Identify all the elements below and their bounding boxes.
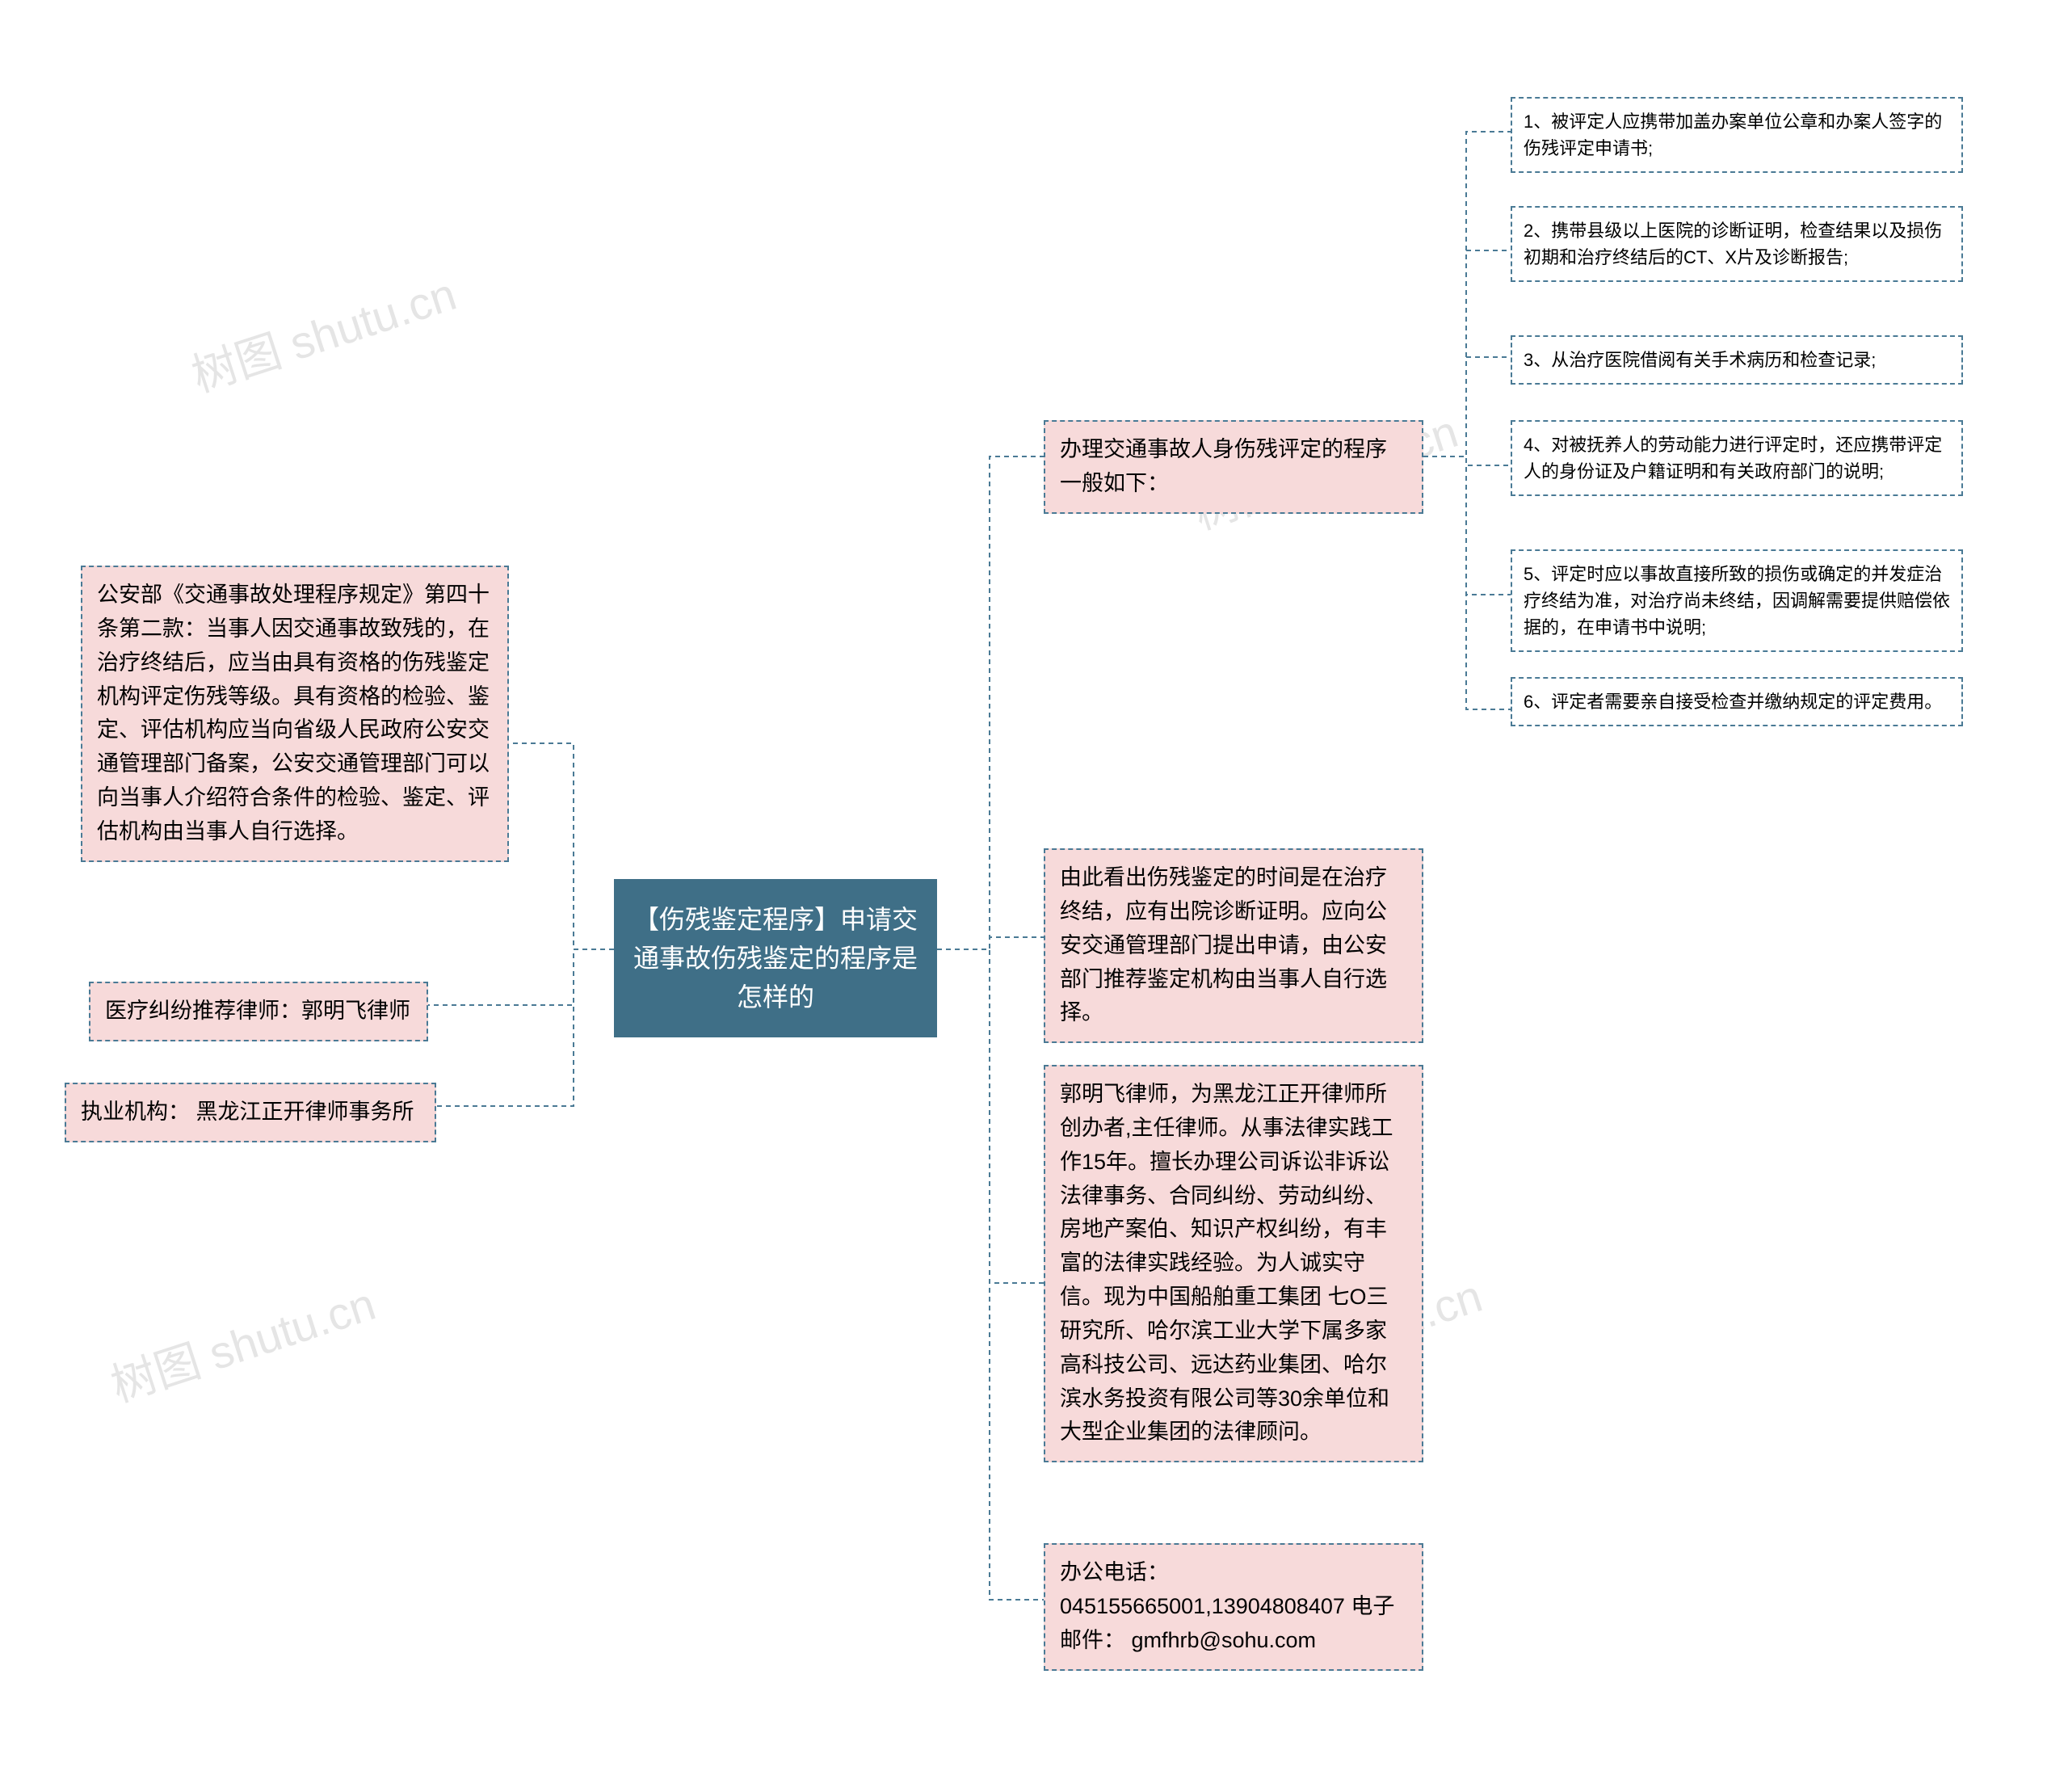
center-node: 【伤残鉴定程序】申请交通事故伤残鉴定的程序是怎样的 [614,879,937,1037]
right-node-procedure: 办理交通事故人身伤残评定的程序一般如下： [1044,420,1423,514]
left-node-regulation: 公安部《交通事故处理程序规定》第四十条第二款：当事人因交通事故致残的，在治疗终结… [81,566,509,862]
left-node-firm: 执业机构： 黑龙江正开律师事务所 [65,1083,436,1142]
watermark: 树图 shutu.cn [102,1268,383,1416]
left-node-lawyer: 医疗纠纷推荐律师：郭明飞律师 [89,982,428,1041]
right-node-contact: 办公电话： 045155665001,13904808407 电子邮件： gmf… [1044,1543,1423,1671]
detail-node-6: 6、评定者需要亲自接受检查并缴纳规定的评定费用。 [1511,677,1963,726]
detail-node-3: 3、从治疗医院借阅有关手术病历和检查记录; [1511,335,1963,385]
watermark: 树图 shutu.cn [183,259,464,406]
right-node-bio: 郭明飞律师，为黑龙江正开律师所创办者,主任律师。从事法律实践工作15年。擅长办理… [1044,1065,1423,1462]
detail-node-5: 5、评定时应以事故直接所致的损伤或确定的并发症治疗终结为准，对治疗尚未终结，因调… [1511,549,1963,652]
detail-node-4: 4、对被抚养人的劳动能力进行评定时，还应携带评定人的身份证及户籍证明和有关政府部… [1511,420,1963,496]
detail-node-1: 1、被评定人应携带加盖办案单位公章和办案人签字的伤残评定申请书; [1511,97,1963,173]
detail-node-2: 2、携带县级以上医院的诊断证明，检查结果以及损伤初期和治疗终结后的CT、X片及诊… [1511,206,1963,282]
right-node-timing: 由此看出伤残鉴定的时间是在治疗终结，应有出院诊断证明。应向公安交通管理部门提出申… [1044,848,1423,1043]
